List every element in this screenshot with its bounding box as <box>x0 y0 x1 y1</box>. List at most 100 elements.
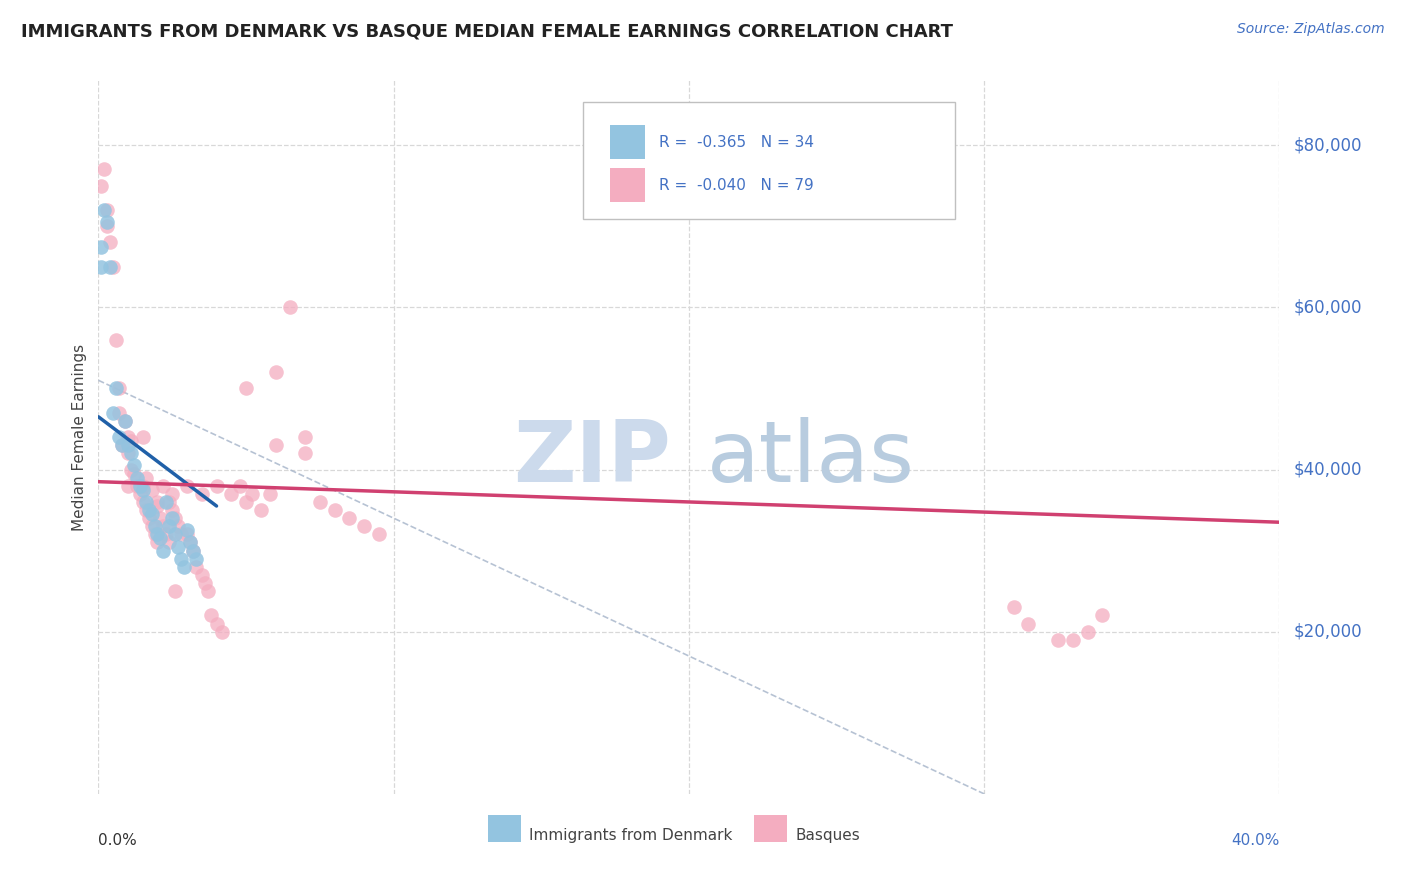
Point <box>323 503 346 517</box>
Point <box>120 446 142 460</box>
Text: 40.0%: 40.0% <box>1232 833 1279 848</box>
Point <box>117 438 139 452</box>
Point <box>184 559 207 574</box>
Point <box>184 551 207 566</box>
Point <box>170 527 193 541</box>
Point <box>250 503 273 517</box>
Text: Source: ZipAtlas.com: Source: ZipAtlas.com <box>1237 22 1385 37</box>
Point <box>157 519 180 533</box>
Point <box>229 479 252 493</box>
Point <box>1002 600 1025 615</box>
Point <box>368 527 391 541</box>
Point <box>132 495 155 509</box>
Point <box>1046 632 1070 647</box>
Point <box>146 499 169 513</box>
Point <box>176 527 198 541</box>
Point <box>143 527 166 541</box>
Point <box>141 519 163 533</box>
Point <box>96 219 118 234</box>
Point <box>143 519 166 533</box>
Bar <box>610 168 645 202</box>
Point <box>146 527 169 541</box>
Point <box>105 333 128 347</box>
Point <box>157 495 180 509</box>
Text: Immigrants from Denmark: Immigrants from Denmark <box>530 828 733 843</box>
Point <box>103 406 125 420</box>
Bar <box>754 815 787 842</box>
Point <box>259 487 281 501</box>
Point <box>103 260 125 274</box>
Point <box>132 430 155 444</box>
Point <box>108 381 131 395</box>
Point <box>90 239 112 253</box>
Point <box>235 381 257 395</box>
Point <box>105 381 128 395</box>
Point <box>1062 632 1084 647</box>
Point <box>96 215 118 229</box>
Point <box>149 511 172 525</box>
Point <box>165 511 187 525</box>
Point <box>138 511 160 525</box>
Point <box>264 365 287 379</box>
Point <box>211 624 233 639</box>
Point <box>191 568 214 582</box>
Y-axis label: Median Female Earnings: Median Female Earnings <box>72 343 87 531</box>
Text: $60,000: $60,000 <box>1294 298 1362 317</box>
Point <box>264 438 287 452</box>
Point <box>138 503 160 517</box>
Point <box>191 487 214 501</box>
Point <box>120 462 142 476</box>
Point <box>240 487 263 501</box>
Text: R =  -0.365   N = 34: R = -0.365 N = 34 <box>659 135 814 150</box>
Point <box>122 467 145 481</box>
Point <box>194 576 217 591</box>
Point <box>152 519 174 533</box>
Point <box>339 511 361 525</box>
Point <box>167 540 190 554</box>
Point <box>197 584 219 599</box>
Point <box>98 260 121 274</box>
Text: R =  -0.040   N = 79: R = -0.040 N = 79 <box>659 178 814 193</box>
Point <box>173 559 195 574</box>
Point <box>205 479 228 493</box>
Point <box>1018 616 1040 631</box>
Point <box>93 202 115 217</box>
Point <box>135 495 157 509</box>
Point <box>162 511 183 525</box>
Point <box>167 519 190 533</box>
Point <box>353 519 375 533</box>
Point <box>117 446 139 460</box>
Point <box>155 527 177 541</box>
Bar <box>488 815 522 842</box>
Point <box>117 479 139 493</box>
Point <box>176 479 198 493</box>
Point <box>235 495 257 509</box>
Point <box>135 470 157 484</box>
Point <box>221 487 243 501</box>
Point <box>108 406 131 420</box>
Point <box>162 503 183 517</box>
Text: IMMIGRANTS FROM DENMARK VS BASQUE MEDIAN FEMALE EARNINGS CORRELATION CHART: IMMIGRANTS FROM DENMARK VS BASQUE MEDIAN… <box>21 22 953 40</box>
Point <box>146 535 169 549</box>
Point <box>146 495 169 509</box>
Point <box>162 487 183 501</box>
Point <box>98 235 121 250</box>
Point <box>90 178 112 193</box>
Text: $40,000: $40,000 <box>1294 460 1362 478</box>
Point <box>135 503 157 517</box>
Point <box>1091 608 1114 623</box>
Point <box>114 414 136 428</box>
Text: Basques: Basques <box>796 828 860 843</box>
Point <box>294 446 316 460</box>
Point <box>141 507 163 521</box>
Point <box>90 260 112 274</box>
Point <box>108 430 131 444</box>
Point <box>93 162 115 177</box>
Point <box>141 483 163 497</box>
Point <box>125 470 148 484</box>
Point <box>179 535 201 549</box>
Point <box>157 535 180 549</box>
Point <box>155 495 177 509</box>
Point <box>205 616 228 631</box>
Text: 0.0%: 0.0% <box>98 833 138 848</box>
